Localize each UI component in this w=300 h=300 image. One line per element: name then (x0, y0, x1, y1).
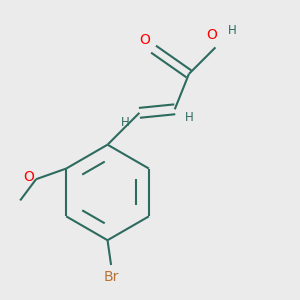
Text: Br: Br (103, 270, 119, 284)
Text: H: H (121, 116, 130, 129)
Text: O: O (139, 33, 150, 47)
Text: H: H (228, 25, 237, 38)
Text: O: O (23, 170, 34, 184)
Text: O: O (206, 28, 217, 42)
Text: H: H (184, 111, 193, 124)
